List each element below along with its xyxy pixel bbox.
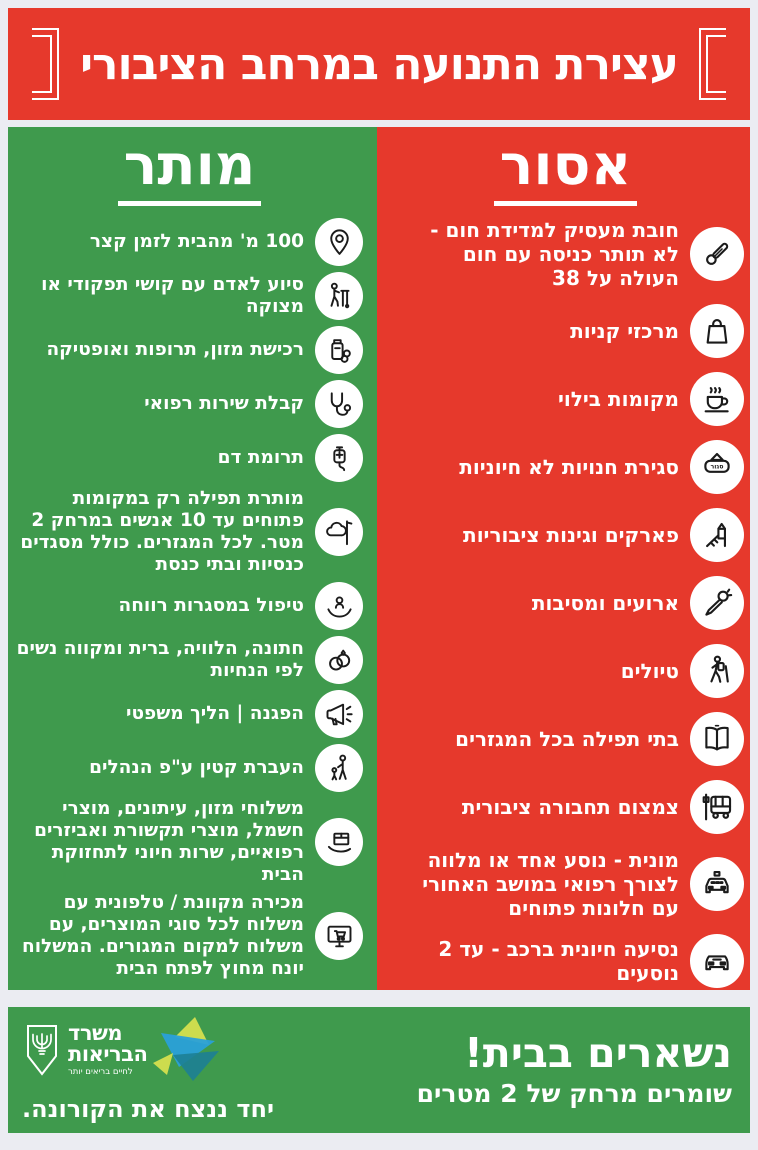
list-item: צמצום תחבורה ציבורית (387, 780, 744, 835)
item-text: הפגנה | הליך משפטי (126, 703, 304, 725)
footer-subheadline: שומרים מרחק של 2 מטרים (416, 1079, 732, 1109)
footer-slogan: יחד ננצח את הקורונה. (22, 1095, 275, 1123)
footer-headline: נשארים בבית! (464, 1028, 732, 1077)
outdoor-prayer-icon (315, 508, 363, 557)
poster-footer: נשארים בבית! שומרים מרחק של 2 מטרים משרד… (8, 1007, 750, 1133)
list-item: מותרת תפילה רק במקומות פתוחים עד 10 אנשי… (16, 488, 363, 576)
ministry-tagline: לחיים בריאים יותר (68, 1067, 133, 1078)
item-text: רכישת מזון, תרופות ואופטיקה (46, 339, 304, 361)
ministry-name-line2: הבריאות (68, 1042, 148, 1067)
thermometer-icon (690, 227, 744, 282)
list-item: הפגנה | הליך משפטי (16, 690, 363, 739)
item-text: טיפול במסגרות רווחה (118, 595, 305, 617)
list-item: סגור סגירת חנויות לא חיוניות (387, 440, 744, 495)
ministry-logo: משרד הבריאות לחיים בריאים יותר (16, 1015, 373, 1085)
delivery-box-icon (315, 818, 363, 867)
closed-sign-icon: סגור (690, 440, 744, 495)
walker-person-icon (315, 272, 363, 321)
item-text: קבלת שירות רפואי (144, 393, 304, 415)
ministry-name-block: משרד הבריאות לחיים בריאים יותר (68, 1021, 148, 1078)
poster-header: עצירת התנועה במרחב הציבורי (8, 8, 750, 120)
blood-donation-icon (315, 434, 363, 483)
list-item: חתונה, הלוויה, ברית ומקווה נשים לפי הנחי… (16, 636, 363, 685)
item-text: נסיעה חיונית ברכב - עד 2 נוסעים (438, 937, 679, 986)
list-item: קבלת שירות רפואי (16, 380, 363, 429)
forbidden-column-title: אסור (387, 137, 744, 207)
page-title: עצירת התנועה במרחב הציבורי (80, 38, 679, 90)
item-text: מרכזי קניות (570, 319, 679, 344)
megaphone-icon (315, 690, 363, 739)
item-text: סגירת חנויות לא חיוניות (459, 455, 679, 480)
taxi-icon (690, 857, 744, 912)
item-text: מותרת תפילה רק במקומות פתוחים עד 10 אנשי… (20, 488, 304, 576)
item-text: 100 מ' מהבית לזמן קצר (89, 231, 304, 253)
item-text: העברת קטין ע"פ הנהלים (89, 757, 304, 779)
item-text: חובת מעסיק למדידת חום - לא תותר כניסה עם… (430, 218, 679, 291)
wedding-rings-icon (315, 636, 363, 685)
list-item: פארקים וגינות ציבוריות (387, 508, 744, 563)
item-text: בתי תפילה בכל המגזרים (455, 727, 679, 752)
item-text: סיוע לאדם עם קושי תפקודי או מצוקה (41, 274, 304, 318)
open-book-icon (690, 712, 744, 767)
car-icon (690, 934, 744, 989)
item-text: מכירה מקוונת / טלפונית עם משלוח לכל סוגי… (21, 892, 304, 980)
adult-child-icon (315, 744, 363, 793)
care-hands-icon (315, 582, 363, 631)
star-logo-icon (153, 1017, 220, 1081)
medicine-icon (315, 326, 363, 375)
state-emblem-icon (27, 1025, 57, 1076)
list-item: מונית - נוסע אחד או מלווה לצורך רפואי במ… (387, 848, 744, 920)
allowed-column-title: מותר (16, 137, 363, 207)
forbidden-column: אסור חובת מעסיק למדידת חום - לא תותר כני… (377, 127, 750, 990)
coffee-cup-icon (690, 372, 744, 427)
ministry-name-line1: משרד (68, 1021, 123, 1046)
list-item: רכישת מזון, תרופות ואופטיקה (16, 326, 363, 375)
location-pin-icon (315, 218, 363, 267)
bracket-right-icon (32, 28, 59, 100)
stethoscope-icon (315, 380, 363, 429)
list-item: ארועים ומסיבות (387, 576, 744, 631)
item-text: מקומות בילוי (558, 387, 679, 412)
list-item: חובת מעסיק למדידת חום - לא תותר כניסה עם… (387, 218, 744, 290)
online-shopping-icon (315, 912, 363, 961)
item-text: פארקים וגינות ציבוריות (463, 523, 679, 548)
closed-sign-label: סגור (711, 464, 724, 471)
item-text: תרומת דם (217, 447, 304, 469)
shopping-bag-icon (690, 304, 744, 359)
list-item: מקומות בילוי (387, 372, 744, 427)
item-text: משלוחי מזון, עיתונים, מוצרי חשמל, מוצרי … (34, 798, 304, 886)
item-text: מונית - נוסע אחד או מלווה לצורך רפואי במ… (422, 848, 679, 921)
list-item: טיולים (387, 644, 744, 699)
microphone-icon (690, 576, 744, 631)
list-item: 100 מ' מהבית לזמן קצר (16, 218, 363, 267)
list-item: סיוע לאדם עם קושי תפקודי או מצוקה (16, 272, 363, 321)
list-item: מכירה מקוונת / טלפונית עם משלוח לכל סוגי… (16, 892, 363, 980)
list-item: העברת קטין ע"פ הנהלים (16, 744, 363, 793)
item-text: חתונה, הלוויה, ברית ומקווה נשים לפי הנחי… (16, 638, 304, 682)
hiker-icon (690, 644, 744, 699)
item-text: טיולים (620, 659, 679, 684)
footer-branding: משרד הבריאות לחיים בריאים יותר יחד ננצח … (8, 1007, 379, 1133)
list-item: טיפול במסגרות רווחה (16, 582, 363, 631)
item-text: צמצום תחבורה ציבורית (461, 795, 679, 820)
bracket-left-icon (699, 28, 726, 100)
spacer (8, 990, 750, 1007)
list-item: נסיעה חיונית ברכב - עד 2 נוסעים (387, 934, 744, 989)
rules-columns: אסור חובת מעסיק למדידת חום - לא תותר כני… (8, 127, 750, 990)
footer-message: נשארים בבית! שומרים מרחק של 2 מטרים (379, 1007, 750, 1133)
list-item: בתי תפילה בכל המגזרים (387, 712, 744, 767)
item-text: ארועים ומסיבות (531, 591, 679, 616)
list-item: משלוחי מזון, עיתונים, מוצרי חשמל, מוצרי … (16, 798, 363, 886)
playground-icon (690, 508, 744, 563)
list-item: מרכזי קניות (387, 304, 744, 359)
allowed-column: מותר 100 מ' מהבית לזמן קצר סיוע לאדם עם … (8, 127, 377, 990)
list-item: תרומת דם (16, 434, 363, 483)
bus-icon (690, 780, 744, 835)
